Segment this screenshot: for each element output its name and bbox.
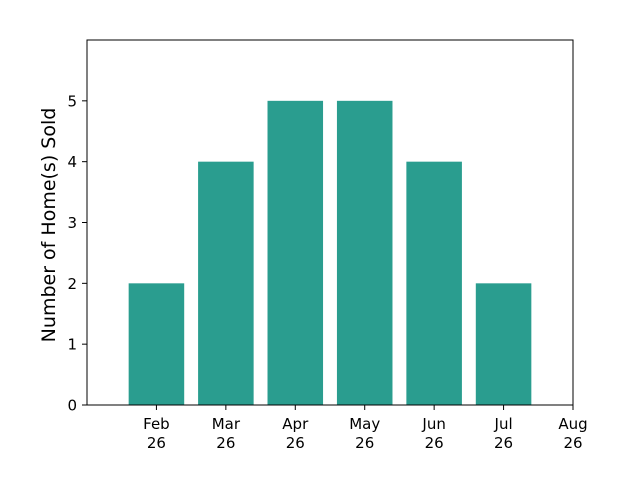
x-tick-label: Jul 26 <box>494 415 514 452</box>
y-tick-label: 4 <box>67 153 77 171</box>
bars-group <box>128 100 532 405</box>
bar-jul-26 <box>475 283 532 405</box>
y-tick-label: 5 <box>67 92 77 110</box>
bar-feb-26 <box>128 283 185 405</box>
plot-frame <box>86 39 574 406</box>
bar-jun-26 <box>406 161 462 405</box>
y-axis-label: Number of Home(s) Sold <box>38 108 60 343</box>
y-tick-label: 0 <box>67 397 77 415</box>
y-tick-label: 3 <box>67 214 77 232</box>
x-tick-label: Jun 26 <box>421 415 445 452</box>
x-tick-label: May 26 <box>349 415 380 452</box>
bar-mar-26 <box>198 161 254 405</box>
x-axis-ticks: Feb 26 Mar 26 Apr 26 May 26 Jun 26 Jul 26 Aug 26 <box>143 405 588 452</box>
x-tick-label: Apr 26 <box>282 415 309 452</box>
y-tick-label: 1 <box>67 336 77 354</box>
x-tick-label: Mar 26 <box>212 415 241 452</box>
bar-apr-26 <box>267 100 324 405</box>
bar-may-26 <box>336 100 393 405</box>
y-tick-label: 2 <box>67 275 77 293</box>
y-axis-ticks: 0 1 2 3 4 5 <box>67 92 87 415</box>
x-tick-label: Feb 26 <box>143 415 170 452</box>
x-tick-label: Aug 26 <box>558 415 587 452</box>
